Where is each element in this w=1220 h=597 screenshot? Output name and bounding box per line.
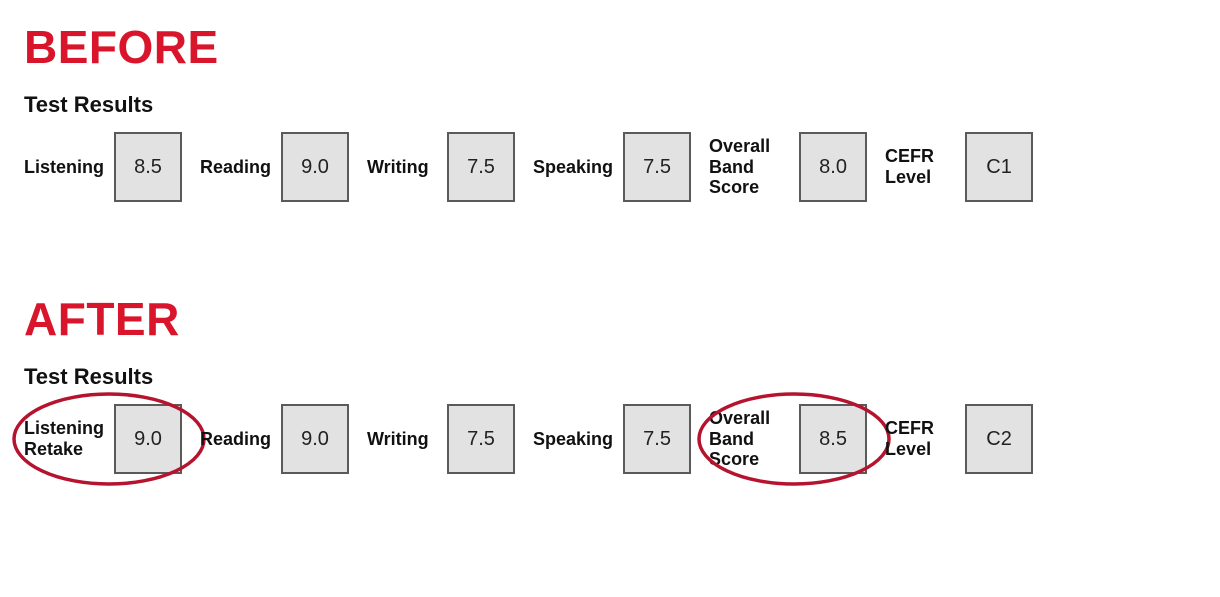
score-box: 9.0 — [281, 132, 349, 202]
score-label: Writing — [367, 429, 437, 450]
score-box: 7.5 — [623, 132, 691, 202]
score-box: 8.5 — [114, 132, 182, 202]
score-box: C1 — [965, 132, 1033, 202]
score-box: 7.5 — [447, 404, 515, 474]
score-item-writing: Writing 7.5 — [367, 132, 515, 202]
score-item-reading: Reading 9.0 — [200, 132, 349, 202]
score-label: OverallBandScore — [709, 408, 789, 470]
before-row: Listening 8.5 Reading 9.0 Writing 7.5 Sp… — [24, 132, 1196, 202]
before-heading: BEFORE — [24, 20, 1196, 74]
score-item-speaking: Speaking 7.5 — [533, 132, 691, 202]
score-label: Speaking — [533, 157, 613, 178]
score-label: CEFRLevel — [885, 418, 955, 459]
score-box: C2 — [965, 404, 1033, 474]
after-row: ListeningRetake 9.0 Reading 9.0 Writing … — [24, 404, 1196, 474]
score-label: Reading — [200, 429, 271, 450]
score-item-listening: Listening 8.5 — [24, 132, 182, 202]
after-heading: AFTER — [24, 292, 1196, 346]
score-item-overall: OverallBandScore 8.5 — [709, 404, 867, 474]
before-subheading: Test Results — [24, 92, 1196, 118]
after-subheading: Test Results — [24, 364, 1196, 390]
score-item-cefr: CEFRLevel C1 — [885, 132, 1033, 202]
score-item-speaking: Speaking 7.5 — [533, 404, 691, 474]
after-section: AFTER Test Results ListeningRetake 9.0 R… — [24, 292, 1196, 474]
score-item-reading: Reading 9.0 — [200, 404, 349, 474]
score-box: 8.0 — [799, 132, 867, 202]
score-item-listening-retake: ListeningRetake 9.0 — [24, 404, 182, 474]
score-box: 7.5 — [447, 132, 515, 202]
score-item-cefr: CEFRLevel C2 — [885, 404, 1033, 474]
score-item-writing: Writing 7.5 — [367, 404, 515, 474]
before-section: BEFORE Test Results Listening 8.5 Readin… — [24, 20, 1196, 202]
score-box: 7.5 — [623, 404, 691, 474]
score-box: 9.0 — [114, 404, 182, 474]
score-label: Speaking — [533, 429, 613, 450]
score-label: ListeningRetake — [24, 418, 104, 459]
score-label: Writing — [367, 157, 437, 178]
score-label: CEFRLevel — [885, 146, 955, 187]
score-label: OverallBandScore — [709, 136, 789, 198]
score-label: Reading — [200, 157, 271, 178]
score-box: 9.0 — [281, 404, 349, 474]
score-item-overall: OverallBandScore 8.0 — [709, 132, 867, 202]
score-label: Listening — [24, 157, 104, 178]
score-box: 8.5 — [799, 404, 867, 474]
